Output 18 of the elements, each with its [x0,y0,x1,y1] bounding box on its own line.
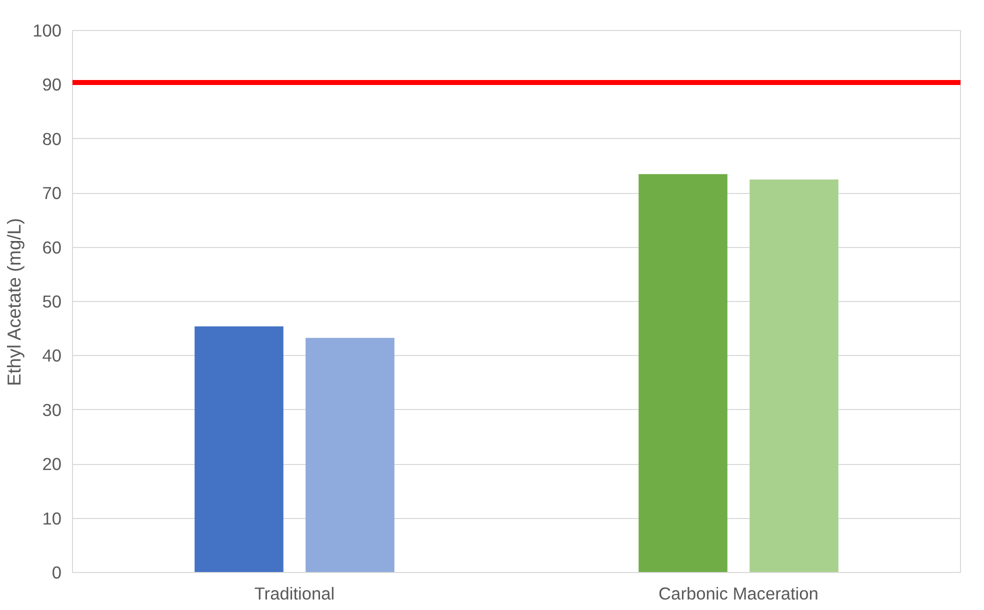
bar [638,174,728,572]
y-tick-label: 70 [42,183,62,204]
y-tick-label: 30 [42,400,62,420]
x-tick-label: Traditional [254,584,335,604]
y-tick-label: 60 [42,237,62,258]
bar [750,180,838,572]
y-tick-label: 80 [42,128,62,149]
y-tick-label: 100 [32,20,62,40]
y-tick-label: 90 [42,74,62,95]
y-tick-label: 20 [42,454,62,474]
y-tick-label: 40 [42,346,62,366]
x-tick-label: Carbonic Maceration [658,584,818,604]
y-tick-label: 0 [52,562,62,582]
y-tick-label: 50 [42,292,62,312]
bar [306,338,394,572]
bar [194,326,284,572]
y-tick-label: 10 [42,508,62,528]
y-axis-title: Ethyl Acetate (mg/L) [4,218,25,386]
